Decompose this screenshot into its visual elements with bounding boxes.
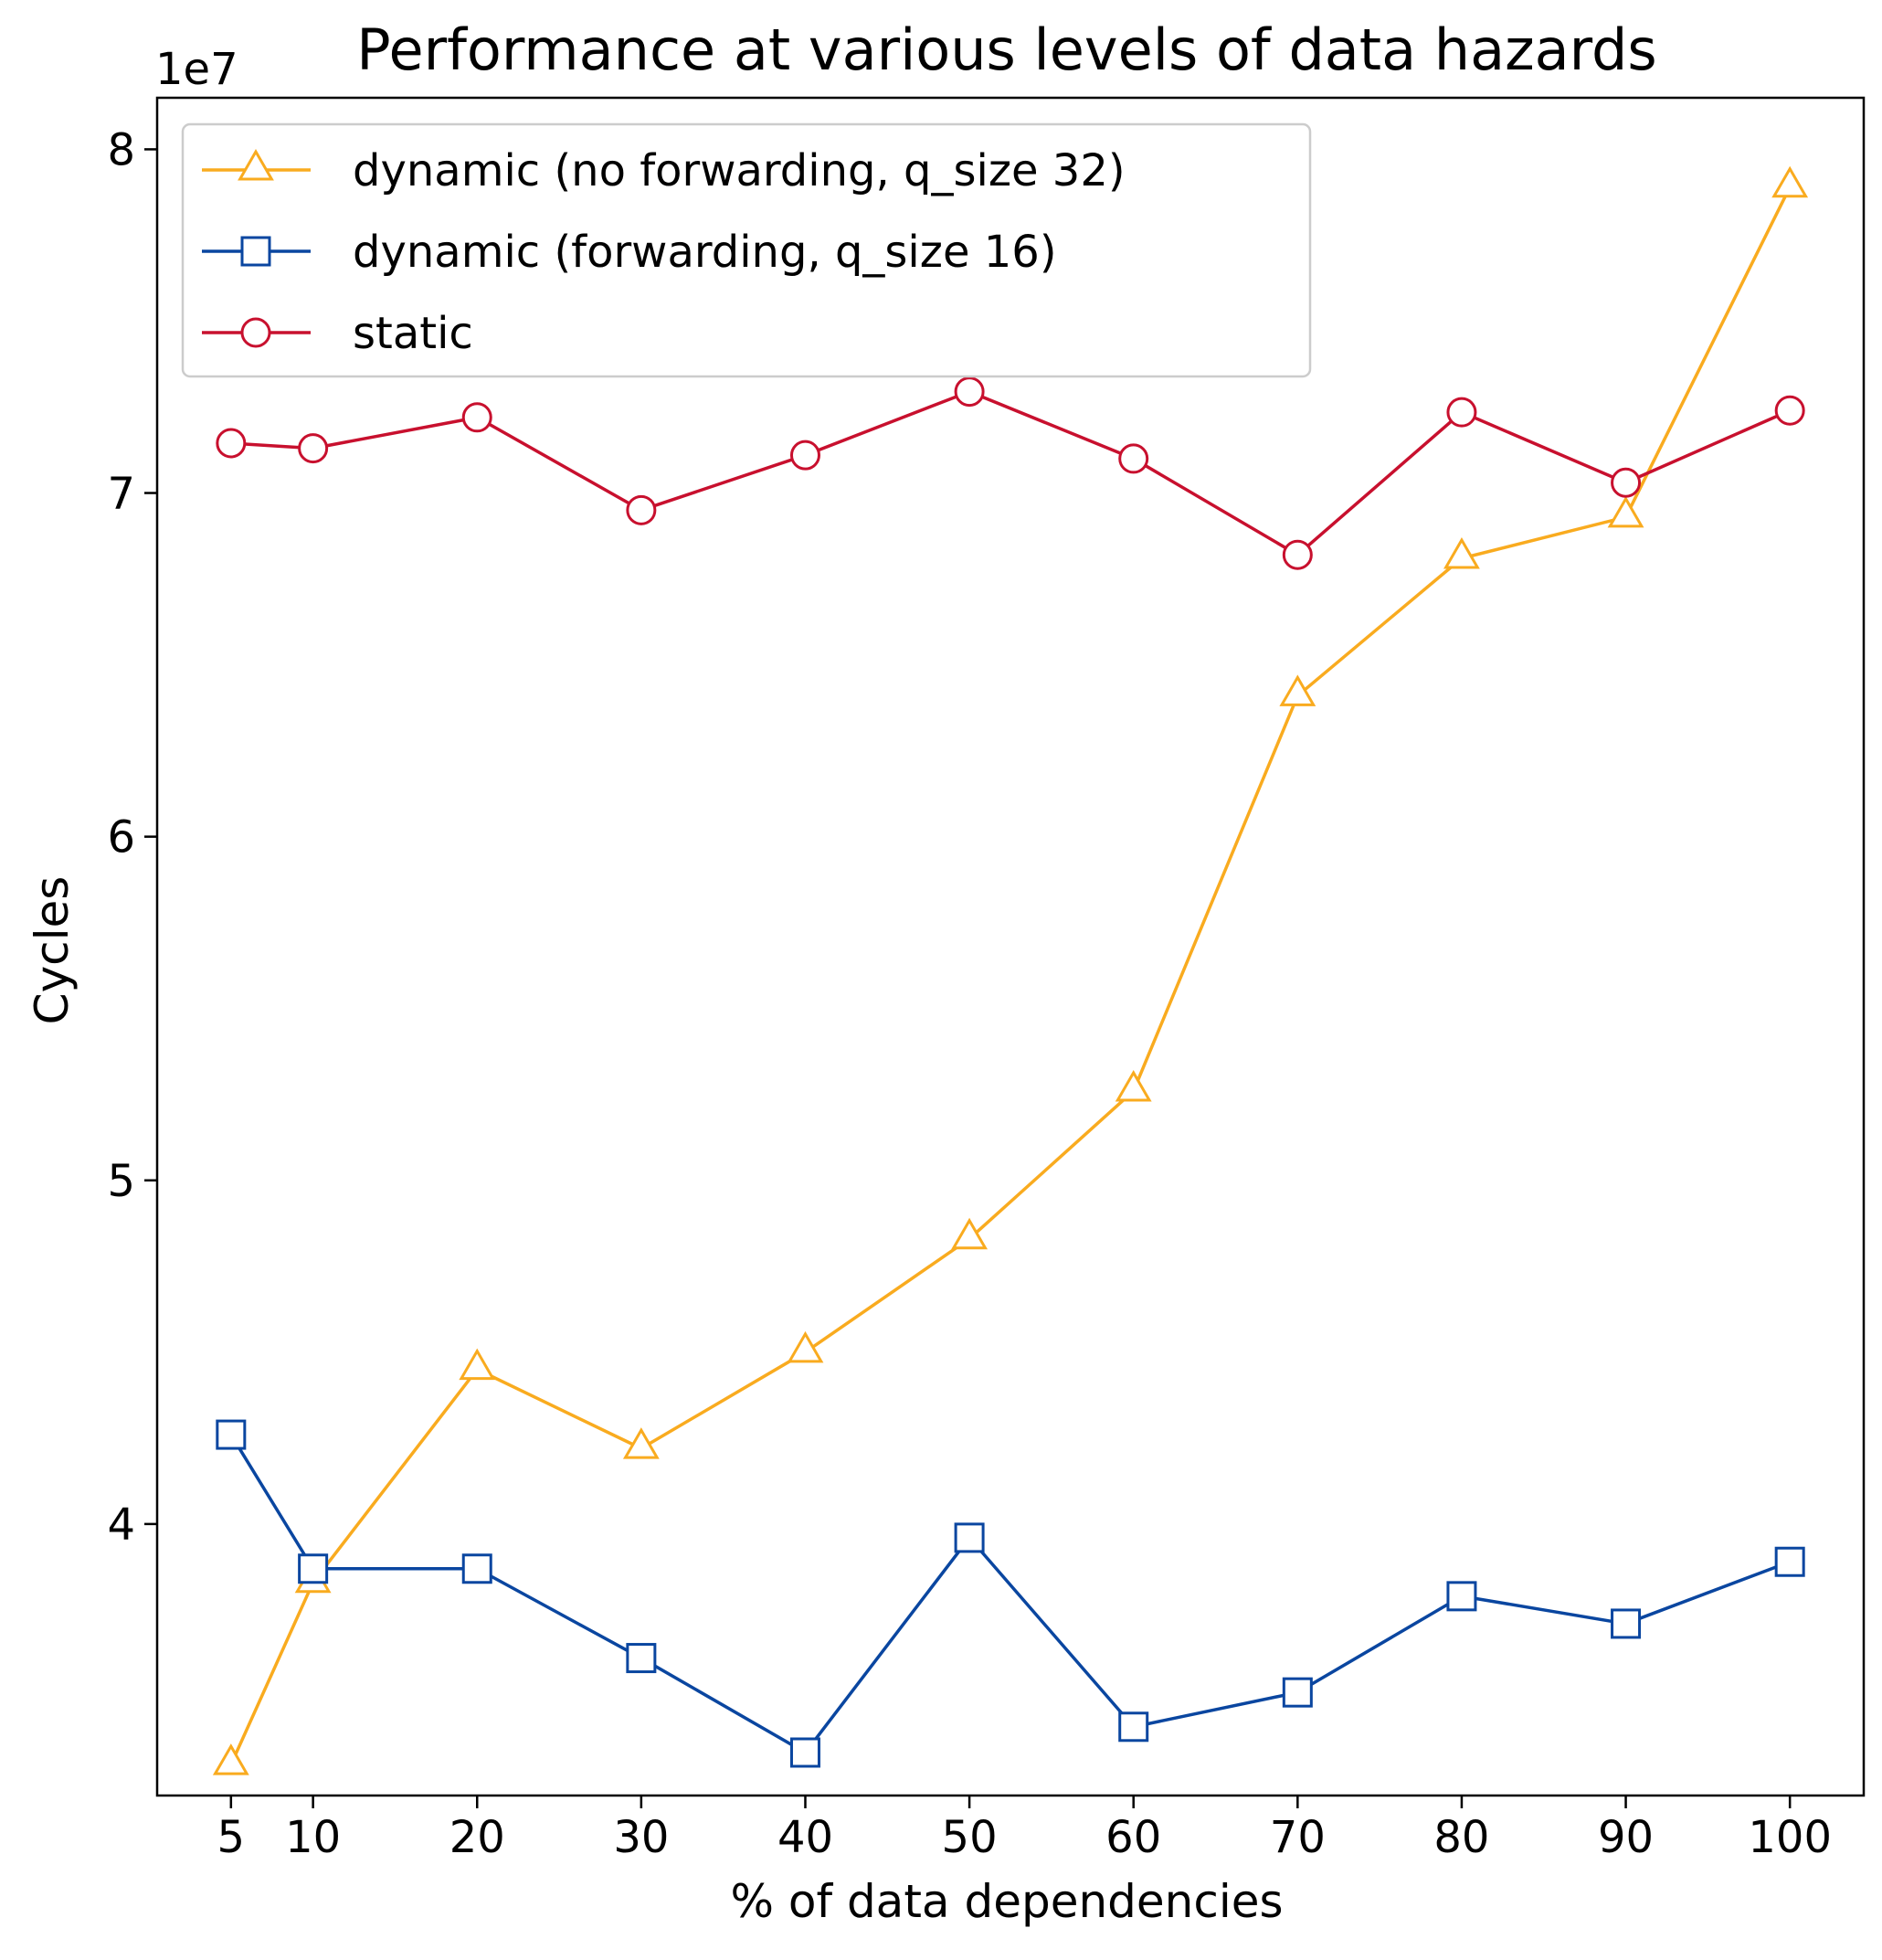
x-tick-label: 80 [1433,1812,1489,1863]
data-point [1774,395,1805,426]
y-tick-label: 8 [107,124,135,175]
legend-item: dynamic (forwarding, q_size 16) [202,227,1057,278]
x-tick-label: 10 [285,1812,341,1863]
data-point [1443,536,1480,569]
data-point [789,1737,820,1768]
legend-box [181,122,1312,378]
chart-title: Performance at various levels of data ha… [356,16,1656,83]
data-point [787,1330,824,1363]
y-axis-offset-label: 1e7 [155,44,238,95]
data-point [954,1522,985,1553]
data-point [1279,674,1316,706]
data-point [461,1553,492,1584]
x-tick-label: 5 [217,1812,246,1863]
plot-series [212,165,1809,1775]
data-point [1611,467,1642,498]
data-point [622,1427,660,1459]
data-point [1118,1711,1149,1743]
legend-marker [240,317,271,348]
data-point [1115,1069,1152,1102]
x-axis: 5 10 20 30 40 50 60 70 80 90 100 [217,1796,1832,1863]
legend: dynamic (no forwarding, q_size 32) dynami… [181,122,1312,378]
x-tick-label: 100 [1748,1812,1832,1863]
data-point [1446,397,1477,428]
data-point [216,1419,247,1450]
data-point [298,1553,329,1584]
x-tick-label: 90 [1598,1812,1654,1863]
y-axis: 4 5 6 7 8 [107,124,157,1551]
data-point [461,402,492,433]
data-point [1282,539,1313,570]
data-point [298,433,329,464]
legend-label: static [353,308,473,359]
x-tick-label: 60 [1105,1812,1161,1863]
data-point [954,376,985,408]
y-tick-label: 4 [107,1499,135,1551]
data-point [951,1217,989,1250]
y-tick-label: 5 [107,1156,135,1207]
data-point [1446,1581,1477,1612]
data-point [1282,1677,1313,1708]
x-tick-label: 30 [613,1812,669,1863]
y-tick-label: 7 [107,469,135,520]
data-point [1118,443,1149,474]
data-point [1611,1608,1642,1639]
data-point [626,1643,657,1674]
data-point [1607,495,1644,528]
legend-item: dynamic (no forwarding, q_size 32) [202,145,1126,196]
x-tick-label: 20 [449,1812,505,1863]
data-point [626,494,657,525]
y-axis-label: Cycles [26,876,79,1025]
data-point [1771,165,1809,198]
legend-marker [238,148,274,181]
y-tick-label: 6 [107,812,135,863]
data-point [216,428,247,459]
x-tick-label: 70 [1270,1812,1326,1863]
x-axis-label: % of data dependencies [730,1875,1283,1928]
series-square [216,1419,1805,1768]
x-tick-label: 40 [777,1812,833,1863]
plot-frame [155,96,1866,1797]
legend-label: dynamic (forwarding, q_size 16) [353,227,1057,278]
data-point [212,1743,249,1775]
legend-label: dynamic (no forwarding, q_size 32) [353,145,1126,196]
data-point [459,1348,496,1381]
data-point [789,440,820,471]
series-circle [216,376,1805,570]
x-tick-label: 50 [942,1812,998,1863]
data-point [1774,1546,1805,1577]
legend-marker [240,236,271,267]
legend-item: static [202,308,473,359]
